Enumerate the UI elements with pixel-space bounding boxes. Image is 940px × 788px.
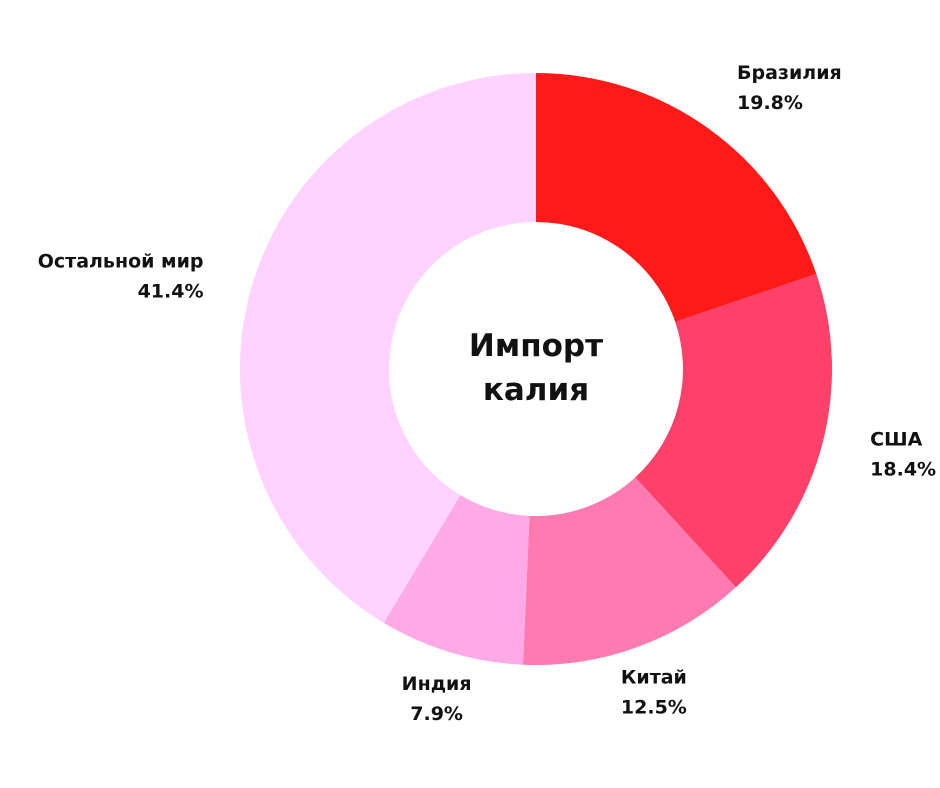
- slice-label: Индия: [402, 673, 472, 695]
- donut-slice: [522, 477, 736, 665]
- value-label: 18.4%: [870, 458, 936, 480]
- value-label: 7.9%: [410, 703, 463, 725]
- value-label: 19.8%: [737, 92, 803, 114]
- slice-label: Китай: [621, 667, 687, 689]
- donut-slice: [239, 73, 536, 623]
- slice-label: Остальной мир: [38, 250, 204, 272]
- value-label: 12.5%: [621, 697, 687, 719]
- donut-slice: [635, 274, 832, 588]
- slice-label: США: [870, 428, 922, 450]
- donut-slice: [383, 495, 530, 665]
- chart-title: Импорт калия: [468, 328, 604, 408]
- donut-slice: [536, 73, 817, 322]
- value-label: 41.4%: [138, 280, 204, 302]
- slice-label: Бразилия: [737, 62, 842, 84]
